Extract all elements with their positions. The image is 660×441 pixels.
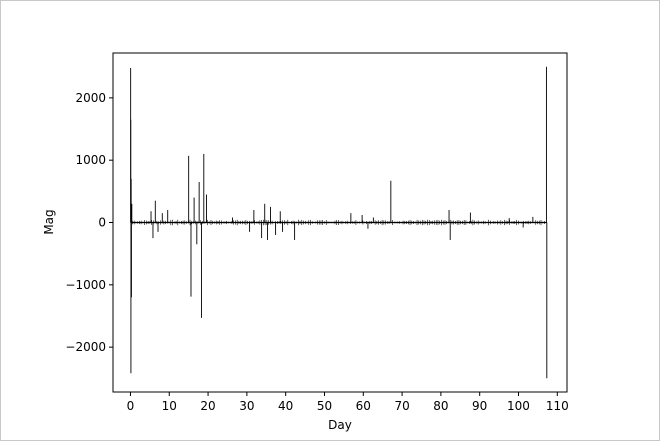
x-tick-label: 30 xyxy=(239,399,254,413)
x-tick-label: 90 xyxy=(472,399,487,413)
x-tick-label: 80 xyxy=(433,399,448,413)
x-tick-label: 10 xyxy=(162,399,177,413)
x-tick-label: 110 xyxy=(546,399,569,413)
x-tick-label: 100 xyxy=(507,399,530,413)
y-tick-label: 0 xyxy=(98,216,106,230)
x-tick-label: 40 xyxy=(278,399,293,413)
x-tick-label: 50 xyxy=(317,399,332,413)
x-axis-label: Day xyxy=(328,418,352,432)
y-tick-label: 1000 xyxy=(75,153,106,167)
x-axis: 0 10 20 30 40 50 60 70 80 90 100 110 xyxy=(127,392,569,413)
y-axis: 2000 1000 0 −1000 −2000 xyxy=(65,91,113,354)
x-tick-label: 0 xyxy=(127,399,135,413)
y-tick-label: −2000 xyxy=(65,340,106,354)
data-layer xyxy=(130,66,548,379)
x-tick-label: 20 xyxy=(200,399,215,413)
x-tick-label: 70 xyxy=(394,399,409,413)
y-tick-label: 2000 xyxy=(75,91,106,105)
x-tick-label: 60 xyxy=(356,399,371,413)
y-axis-label: Mag xyxy=(42,209,56,234)
y-tick-label: −1000 xyxy=(65,278,106,292)
